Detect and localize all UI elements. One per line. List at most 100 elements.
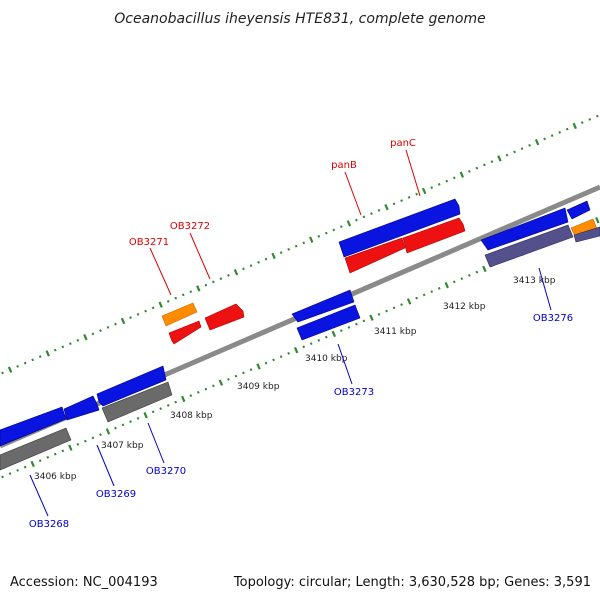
- gene-ob3270-blue-arrow[interactable]: [96, 365, 167, 407]
- gene-label-ob3269[interactable]: OB3269: [96, 489, 136, 500]
- minor-tick: [53, 452, 57, 456]
- minor-tick: [452, 176, 456, 180]
- gene-label-panb[interactable]: panB: [331, 160, 357, 171]
- gene-edge-blue-arrow[interactable]: [566, 200, 591, 220]
- kbp-label: 3407 kbp: [101, 441, 144, 451]
- minor-tick: [483, 163, 486, 167]
- minor-tick: [415, 192, 418, 196]
- minor-tick: [407, 195, 411, 199]
- minor-tick: [257, 260, 260, 264]
- gene-label-ob3270[interactable]: OB3270: [146, 466, 186, 477]
- gene-ob3271-arrow[interactable]: [168, 320, 202, 345]
- major-tick: [7, 366, 13, 373]
- minor-tick: [324, 231, 328, 235]
- major-tick: [68, 444, 73, 451]
- minor-tick: [106, 325, 110, 329]
- minor-tick: [362, 215, 366, 219]
- minor-tick: [490, 160, 494, 164]
- gene-edge-purple[interactable]: [573, 226, 600, 243]
- minor-tick: [1, 371, 4, 375]
- gene-ob3268-blue[interactable]: [0, 406, 67, 447]
- minor-tick: [370, 212, 373, 216]
- major-tick: [158, 301, 163, 308]
- gene-ob3273-upper-arrow[interactable]: [291, 289, 355, 323]
- minor-tick: [249, 264, 253, 268]
- minor-tick: [23, 361, 27, 365]
- major-tick: [218, 379, 224, 386]
- minor-tick: [23, 465, 27, 469]
- minor-tick: [38, 459, 42, 463]
- minor-tick: [437, 182, 441, 186]
- major-tick: [30, 460, 35, 468]
- minor-tick: [181, 293, 185, 297]
- gene-label-ob3276[interactable]: OB3276: [533, 313, 573, 324]
- gene-ob3270-gray[interactable]: [101, 381, 173, 423]
- minor-tick: [61, 345, 65, 349]
- minor-tick: [46, 455, 50, 459]
- leader-line-ob3269: [96, 444, 115, 487]
- gene-ob3276-purple[interactable]: [484, 224, 574, 268]
- gene-label-ob3273[interactable]: OB3273: [334, 387, 374, 398]
- gene-ob3268-gray[interactable]: [0, 427, 72, 471]
- minor-tick: [550, 134, 554, 138]
- accession-text: Accession: NC_004193: [10, 575, 158, 590]
- gene-label-leaders: [29, 149, 552, 517]
- minor-tick: [400, 199, 403, 203]
- gene-panc-red-arrow[interactable]: [402, 217, 466, 254]
- minor-tick: [8, 472, 12, 476]
- minor-tick: [129, 420, 132, 424]
- minor-tick: [31, 358, 35, 362]
- minor-tick: [415, 296, 418, 300]
- kbp-label: 3412 kbp: [443, 302, 486, 312]
- minor-tick: [16, 364, 19, 368]
- minor-tick: [520, 147, 524, 151]
- minor-tick: [385, 309, 388, 313]
- major-tick: [595, 216, 600, 224]
- major-tick: [181, 395, 186, 403]
- leader-line-ob3270: [147, 422, 165, 464]
- minor-tick: [99, 329, 102, 333]
- minor-tick: [264, 257, 268, 261]
- minor-tick: [475, 270, 479, 274]
- minor-tick: [189, 290, 193, 294]
- minor-tick: [392, 202, 396, 206]
- leader-line-ob3276: [538, 267, 552, 311]
- major-tick: [482, 265, 487, 273]
- major-tick: [406, 298, 412, 305]
- minor-tick: [68, 342, 72, 346]
- minor-tick: [400, 303, 403, 307]
- minor-tick: [437, 286, 441, 290]
- minor-tick: [189, 394, 193, 398]
- minor-tick: [347, 325, 351, 329]
- minor-tick: [475, 166, 479, 170]
- minor-tick: [355, 322, 358, 326]
- major-tick: [83, 333, 88, 341]
- gene-ob3271-orange[interactable]: [161, 302, 198, 327]
- kbp-label: 3413 kbp: [513, 276, 556, 286]
- gene-label-ob3272[interactable]: OB3272: [170, 221, 210, 232]
- gene-label-ob3271[interactable]: OB3271: [129, 237, 169, 248]
- minor-tick: [91, 332, 95, 336]
- gene-ob3269-arrow[interactable]: [63, 395, 100, 421]
- minor-tick: [302, 241, 306, 245]
- gene-panb-red-arrow[interactable]: [344, 237, 406, 274]
- minor-tick: [151, 410, 155, 414]
- minor-tick: [16, 468, 19, 472]
- gene-label-panc[interactable]: panC: [390, 138, 416, 149]
- minor-tick: [114, 426, 117, 430]
- minor-tick: [430, 186, 434, 190]
- minor-tick: [174, 400, 178, 404]
- gene-ob3272-arrow[interactable]: [204, 303, 245, 331]
- gene-ob3276-blue-arrow[interactable]: [480, 207, 569, 251]
- minor-tick: [317, 338, 321, 342]
- minor-tick: [355, 218, 358, 222]
- minor-tick: [580, 121, 584, 125]
- minor-tick: [114, 322, 117, 326]
- gene-panb-blue-arrow[interactable]: [338, 198, 461, 258]
- minor-tick: [309, 342, 313, 346]
- minor-tick: [430, 290, 434, 294]
- minor-tick: [212, 384, 215, 388]
- gene-label-ob3268[interactable]: OB3268: [29, 519, 69, 530]
- gene-ob3273-lower-arrow[interactable]: [296, 304, 361, 341]
- major-tick: [105, 428, 111, 435]
